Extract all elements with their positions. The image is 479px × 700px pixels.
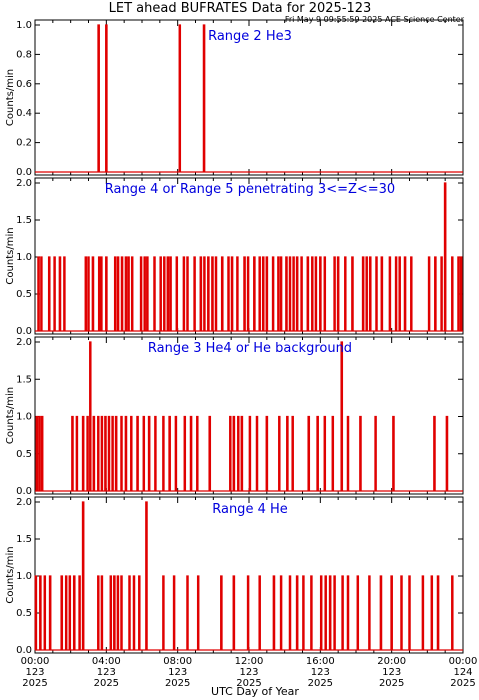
x-tick-year: 2025 [450, 678, 475, 689]
x-tick-time: 00:00 [449, 656, 478, 667]
panel-title: Range 4 He [212, 502, 288, 517]
x-tick-time: 16:00 [306, 656, 335, 667]
x-tick-time: 08:00 [163, 656, 192, 667]
y-tick-label: 0.5 [16, 449, 32, 460]
spike-marks [36, 342, 448, 491]
panel-title: Range 2 He3 [208, 29, 292, 44]
x-tick-year: 2025 [379, 678, 404, 689]
y-tick-label: 2.0 [16, 337, 32, 348]
x-tick-doy: 123 [168, 667, 187, 678]
x-tick-year: 2025 [94, 678, 119, 689]
y-axis-label: Counts/min [5, 69, 16, 126]
x-tick-year: 2025 [22, 678, 47, 689]
panel-4: 0.0 0.5 1.0 1.5 2.0 Counts/min Range 4 He [5, 496, 464, 656]
y-tick-label: 1.0 [16, 412, 32, 423]
y-tick-label: 1.0 [16, 571, 32, 582]
x-tick-doy: 123 [382, 667, 401, 678]
x-tick-year: 2025 [308, 678, 333, 689]
panel-title: Range 4 or Range 5 penetrating 3<=Z<=30 [105, 182, 395, 197]
x-axis-label: UTC Day of Year [211, 685, 299, 698]
y-tick-label: 2.0 [16, 178, 32, 189]
y-tick-label: 0.6 [16, 79, 32, 90]
spike-marks [37, 183, 462, 331]
series-line [35, 341, 463, 492]
x-axis-ticks: 00:00123202504:00123202508:00123202512:0… [21, 656, 478, 689]
x-tick-doy: 123 [97, 667, 116, 678]
x-tick-time: 00:00 [21, 656, 50, 667]
y-axis-ticks: 0.0 0.2 0.4 0.6 0.8 1.0 [16, 20, 463, 178]
y-tick-label: 0.5 [16, 289, 32, 300]
panel-3: 0.0 0.5 1.0 1.5 2.0 Counts/min Range 3 He4 or … [5, 336, 464, 497]
y-tick-label: 2.0 [16, 497, 32, 508]
x-tick-year: 2025 [165, 678, 190, 689]
x-tick-time: 20:00 [377, 656, 406, 667]
x-tick-time: 12:00 [235, 656, 264, 667]
y-tick-label: 1.5 [16, 215, 32, 226]
y-tick-label: 0.8 [16, 49, 32, 60]
series-line [34, 501, 463, 651]
y-axis-label: Counts/min [5, 227, 16, 284]
y-tick-label: 0.2 [16, 138, 32, 149]
y-tick-label: 1.5 [16, 374, 32, 385]
y-tick-label: 0.0 [16, 645, 32, 656]
y-tick-label: 1.0 [16, 20, 32, 31]
x-tick-doy: 124 [453, 667, 472, 678]
y-tick-label: 0.0 [16, 167, 32, 178]
y-tick-label: 0.0 [16, 486, 32, 497]
y-tick-label: 1.5 [16, 534, 32, 545]
y-tick-label: 1.0 [16, 252, 32, 263]
x-tick-time: 04:00 [92, 656, 121, 667]
panel-title: Range 3 He4 or He background [148, 341, 352, 356]
panel-2: 0.0 0.5 1.0 1.5 2.0 Counts/min Range 4 or Rang… [5, 177, 464, 337]
panel-1: 0.0 0.2 0.4 0.6 0.8 1.0 Counts/min Range 2 He3 [5, 19, 464, 178]
y-tick-label: 0.5 [16, 608, 32, 619]
figure-title: LET ahead BUFRATES Data for 2025-123 [109, 1, 372, 16]
spike-marks [35, 502, 453, 650]
x-tick-year: 2025 [236, 678, 261, 689]
y-axis-label: Counts/min [5, 387, 16, 444]
x-tick-doy: 123 [311, 667, 330, 678]
y-tick-label: 0.0 [16, 326, 32, 337]
y-tick-label: 0.4 [16, 108, 32, 119]
x-tick-doy: 123 [25, 667, 44, 678]
spike-marks [98, 25, 205, 172]
y-axis-label: Counts/min [5, 546, 16, 603]
x-tick-doy: 123 [239, 667, 258, 678]
